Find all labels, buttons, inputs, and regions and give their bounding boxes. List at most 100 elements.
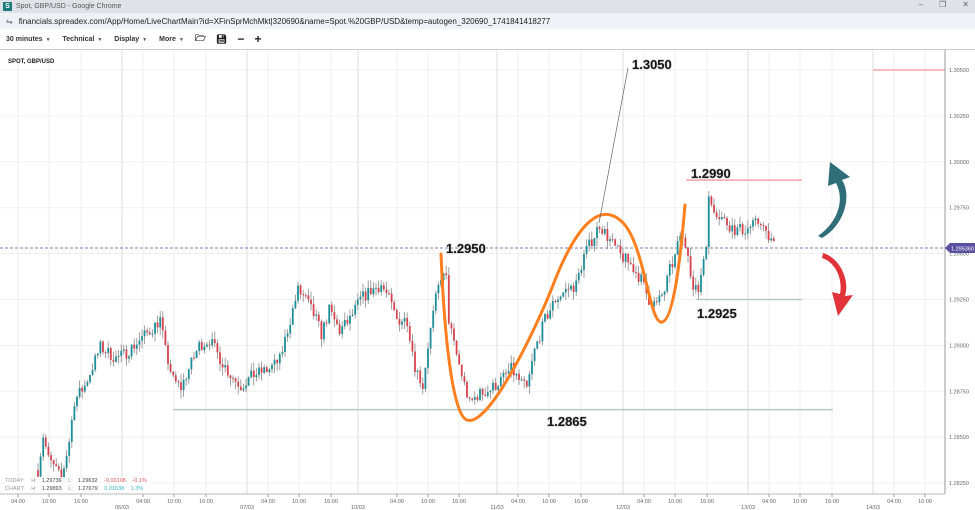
x-time-label: 16:00 bbox=[574, 499, 588, 505]
candle bbox=[606, 221, 609, 250]
candle bbox=[590, 231, 593, 247]
candle bbox=[473, 391, 476, 405]
address-bar[interactable]: ⇋ financials.spreadex.com/App/Home/LiveC… bbox=[0, 13, 975, 29]
x-time-label: 16:00 bbox=[452, 499, 466, 505]
candle bbox=[224, 357, 227, 373]
candle bbox=[338, 319, 341, 336]
candle-body bbox=[549, 310, 552, 319]
candle bbox=[538, 335, 541, 344]
candle bbox=[741, 221, 744, 237]
candle bbox=[611, 233, 614, 242]
candle bbox=[200, 338, 203, 351]
candle-body bbox=[684, 237, 687, 248]
candle bbox=[78, 380, 81, 399]
y-tick-label: 1.29750 bbox=[949, 206, 969, 212]
candle-body bbox=[304, 295, 307, 297]
display-menu[interactable]: Display ▼ bbox=[114, 36, 147, 43]
candle-body bbox=[723, 217, 726, 219]
candle bbox=[403, 311, 406, 329]
candle-body bbox=[442, 273, 445, 280]
candle-body bbox=[585, 246, 588, 254]
candle bbox=[588, 232, 591, 252]
candle bbox=[570, 284, 572, 292]
more-menu[interactable]: More ▼ bbox=[159, 36, 184, 43]
technical-menu[interactable]: Technical ▼ bbox=[63, 36, 103, 43]
candle-body bbox=[312, 304, 315, 316]
candle bbox=[299, 283, 302, 300]
y-tick-label: 1.28250 bbox=[949, 481, 969, 487]
candle bbox=[564, 282, 567, 300]
candle bbox=[198, 339, 201, 356]
minimize-icon[interactable]: – bbox=[918, 0, 924, 9]
candle-body bbox=[536, 341, 539, 349]
chevron-down-icon: ▼ bbox=[178, 36, 184, 43]
candle-body bbox=[216, 343, 219, 353]
candle-body bbox=[265, 367, 268, 373]
candle bbox=[276, 359, 279, 371]
candle bbox=[265, 365, 268, 373]
today-stats: TODAY: H: 1.29736 L: 1.29632 -0.00108 -0.1… bbox=[5, 477, 152, 485]
candle-body bbox=[619, 245, 622, 254]
candle-body bbox=[385, 289, 388, 294]
candle bbox=[676, 235, 679, 255]
candle bbox=[211, 332, 214, 349]
candle-body bbox=[702, 258, 705, 275]
candle bbox=[169, 359, 172, 374]
candle-body bbox=[408, 326, 411, 341]
price-chart[interactable]: 1.30500 1.30250 1.30000 1.29750 1.29500 1.292… bbox=[0, 50, 975, 510]
zoom-in-icon[interactable]: + bbox=[254, 32, 262, 46]
url-text[interactable]: financials.spreadex.com/App/Home/LiveCha… bbox=[18, 16, 551, 26]
candle-body bbox=[247, 377, 250, 386]
candle-body bbox=[37, 470, 39, 477]
candle bbox=[182, 373, 185, 397]
candle bbox=[281, 345, 284, 358]
candle bbox=[671, 256, 674, 275]
restore-icon[interactable]: ❐ bbox=[939, 0, 947, 9]
candle-body bbox=[749, 226, 752, 229]
site-settings-icon[interactable]: ⇋ bbox=[6, 16, 13, 26]
candle bbox=[694, 277, 697, 294]
x-time-label: 16:00 bbox=[199, 499, 213, 505]
candle bbox=[109, 346, 112, 366]
candle bbox=[107, 341, 110, 359]
candle-body bbox=[367, 287, 370, 301]
candle-body bbox=[616, 245, 619, 247]
candle bbox=[120, 344, 123, 363]
x-time-label: 10:00 bbox=[42, 499, 56, 505]
candle-body bbox=[63, 468, 65, 479]
candle-body bbox=[148, 332, 151, 335]
candle-body bbox=[473, 397, 476, 400]
candle-body bbox=[606, 229, 609, 242]
zoom-out-icon[interactable]: − bbox=[237, 32, 245, 46]
candle bbox=[393, 299, 396, 312]
folder-open-icon[interactable]: 🗁 bbox=[194, 33, 206, 43]
candle bbox=[143, 325, 146, 345]
x-time-label: 16:00 bbox=[74, 499, 88, 505]
candle-body bbox=[112, 360, 115, 362]
candle-body bbox=[590, 239, 593, 247]
candle bbox=[593, 237, 596, 252]
close-icon[interactable]: ✕ bbox=[962, 0, 969, 9]
candle-body bbox=[96, 353, 99, 356]
candle-body bbox=[622, 253, 624, 262]
candle-body bbox=[359, 296, 362, 300]
candle-body bbox=[447, 275, 450, 324]
candle-body bbox=[728, 225, 731, 232]
candle-body bbox=[562, 292, 565, 297]
candle-body bbox=[523, 379, 526, 381]
candle-body bbox=[190, 357, 193, 370]
candle-body bbox=[463, 376, 466, 382]
support-label: 1.2925 bbox=[697, 306, 737, 321]
candle-body bbox=[242, 388, 245, 391]
candle-body bbox=[494, 382, 497, 390]
candle bbox=[416, 369, 419, 380]
candle-body bbox=[746, 228, 749, 234]
interval-dropdown[interactable]: 30 minutes ▼ bbox=[6, 36, 51, 43]
candle bbox=[250, 363, 253, 379]
x-date-label: 06/03 bbox=[115, 505, 129, 510]
candle-body bbox=[720, 217, 723, 220]
candle bbox=[325, 319, 328, 327]
candle-body bbox=[403, 317, 406, 322]
save-icon[interactable]: 💾︎ bbox=[215, 33, 228, 44]
candle bbox=[674, 253, 676, 270]
